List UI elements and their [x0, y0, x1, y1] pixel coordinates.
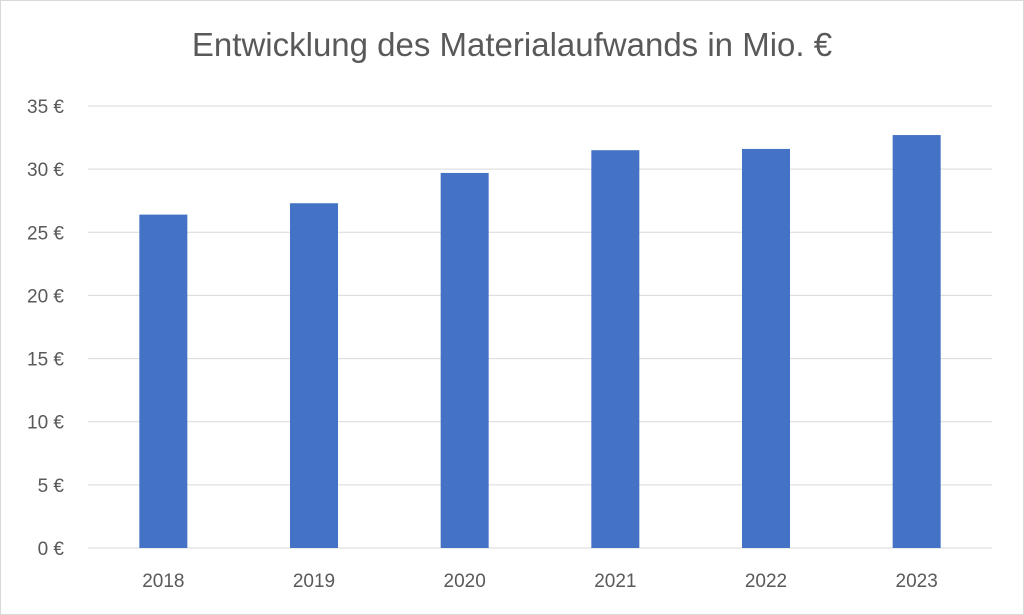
bars — [139, 135, 941, 549]
y-tick-label: 25 € — [27, 223, 64, 244]
x-tick-label: 2022 — [745, 571, 787, 592]
bar-2020 — [440, 172, 489, 548]
gridlines — [88, 105, 992, 549]
x-axis-tick-labels: 2018 2019 2020 2021 2022 2023 — [142, 571, 938, 592]
x-tick-label: 2019 — [293, 571, 335, 592]
bar-2022 — [742, 148, 790, 549]
bar-2018 — [139, 214, 188, 548]
x-tick-label: 2023 — [896, 571, 938, 592]
y-axis-tick-labels: 0 € 5 € 10 € 15 € 20 € 25 € 30 € 35 € — [27, 97, 64, 560]
x-tick-label: 2020 — [444, 571, 486, 592]
y-tick-label: 35 € — [27, 97, 64, 118]
x-tick-label: 2018 — [142, 571, 184, 592]
bar-2021 — [591, 150, 640, 548]
y-tick-label: 5 € — [38, 476, 65, 497]
bar-2023 — [892, 135, 941, 548]
chart-title: Entwicklung des Materialaufwands in Mio.… — [191, 26, 833, 63]
y-tick-label: 15 € — [27, 350, 64, 371]
x-tick-label: 2021 — [594, 571, 636, 592]
y-tick-label: 30 € — [27, 160, 64, 181]
y-tick-label: 20 € — [27, 286, 64, 307]
y-tick-label: 0 € — [38, 539, 65, 560]
y-tick-label: 10 € — [27, 413, 64, 434]
bar-2019 — [290, 203, 338, 549]
